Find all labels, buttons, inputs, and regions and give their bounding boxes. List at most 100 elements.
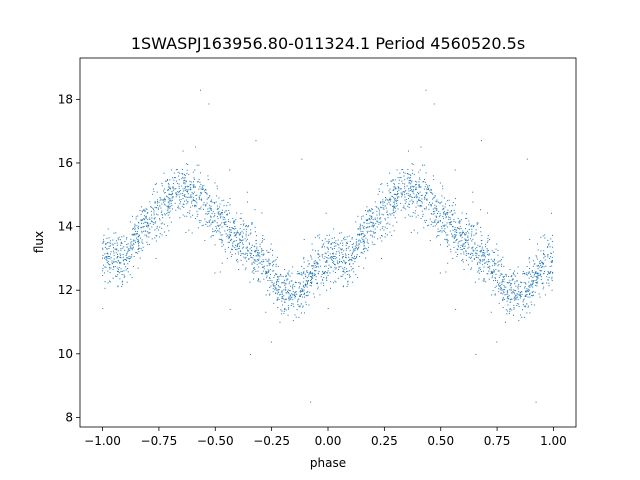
data-point <box>349 249 351 251</box>
data-point <box>129 245 131 247</box>
data-point <box>123 263 125 265</box>
data-point <box>147 223 149 225</box>
data-point <box>151 214 153 216</box>
data-point <box>302 272 304 274</box>
data-point <box>324 265 326 267</box>
data-point <box>288 299 290 301</box>
data-point <box>228 228 230 230</box>
data-point <box>372 243 374 245</box>
data-point <box>315 279 317 281</box>
data-point <box>207 197 209 199</box>
data-point <box>461 245 463 247</box>
y-tick-label: 10 <box>58 347 73 361</box>
data-point <box>305 284 307 286</box>
data-point <box>298 272 300 274</box>
data-point <box>414 196 415 198</box>
data-point <box>229 204 231 206</box>
data-point <box>103 241 105 243</box>
data-point <box>389 203 391 205</box>
data-point <box>120 248 122 250</box>
data-point <box>464 245 466 247</box>
data-point <box>104 266 106 268</box>
data-point <box>317 257 319 259</box>
data-point <box>529 239 531 241</box>
data-point <box>210 201 212 203</box>
data-point <box>460 253 462 255</box>
data-point <box>417 205 419 207</box>
data-point <box>406 178 408 180</box>
data-point <box>409 195 411 197</box>
data-point <box>411 189 413 191</box>
data-point <box>105 243 107 245</box>
data-point <box>298 287 300 289</box>
data-point <box>405 193 407 195</box>
data-point <box>180 193 182 195</box>
data-point <box>254 259 256 261</box>
data-point <box>274 287 276 289</box>
data-point <box>226 234 228 236</box>
data-point <box>288 281 290 283</box>
data-point <box>342 286 344 288</box>
data-point <box>268 259 270 261</box>
data-point <box>286 292 288 294</box>
data-point <box>527 290 529 292</box>
data-point <box>184 189 186 191</box>
data-point <box>277 276 279 278</box>
data-point <box>348 258 350 260</box>
data-point <box>458 232 460 234</box>
data-point <box>258 262 260 264</box>
data-point <box>303 294 305 296</box>
data-point <box>186 185 188 187</box>
data-point <box>475 232 477 234</box>
data-point <box>470 257 472 259</box>
data-point <box>292 294 294 296</box>
data-point <box>328 234 330 236</box>
data-point <box>545 265 547 267</box>
data-point <box>192 199 194 201</box>
data-point <box>411 199 413 201</box>
data-point <box>387 199 389 201</box>
data-point <box>305 294 307 296</box>
data-point <box>244 257 246 259</box>
data-point <box>442 205 444 207</box>
data-point <box>129 257 131 259</box>
data-point <box>455 251 457 253</box>
data-point <box>323 258 325 260</box>
data-point <box>408 204 410 206</box>
data-point <box>445 239 447 241</box>
data-point <box>519 294 521 296</box>
data-point <box>217 207 219 209</box>
data-point <box>271 261 273 263</box>
data-point <box>261 249 263 251</box>
data-point <box>298 272 300 274</box>
data-point <box>313 261 315 263</box>
data-point <box>153 210 155 212</box>
data-point <box>243 223 245 225</box>
data-point <box>439 203 441 205</box>
data-point <box>529 261 531 263</box>
data-point <box>415 188 417 190</box>
data-point <box>245 267 247 269</box>
data-point <box>152 223 154 225</box>
data-point <box>380 221 382 223</box>
data-point <box>127 263 129 265</box>
data-point <box>219 203 221 205</box>
data-point <box>454 212 456 214</box>
data-point <box>265 258 267 260</box>
data-point <box>205 223 207 225</box>
data-point <box>542 282 544 284</box>
data-point <box>219 232 221 234</box>
data-point <box>296 309 298 311</box>
data-point <box>510 288 512 290</box>
data-point <box>210 199 212 201</box>
data-point <box>506 300 508 302</box>
data-point <box>524 282 526 284</box>
data-point <box>229 229 231 231</box>
data-point <box>380 217 382 219</box>
data-point <box>504 275 506 277</box>
data-point <box>323 273 325 275</box>
data-point <box>466 240 468 242</box>
data-point <box>245 228 247 230</box>
data-point <box>141 230 143 232</box>
data-point <box>154 217 156 219</box>
